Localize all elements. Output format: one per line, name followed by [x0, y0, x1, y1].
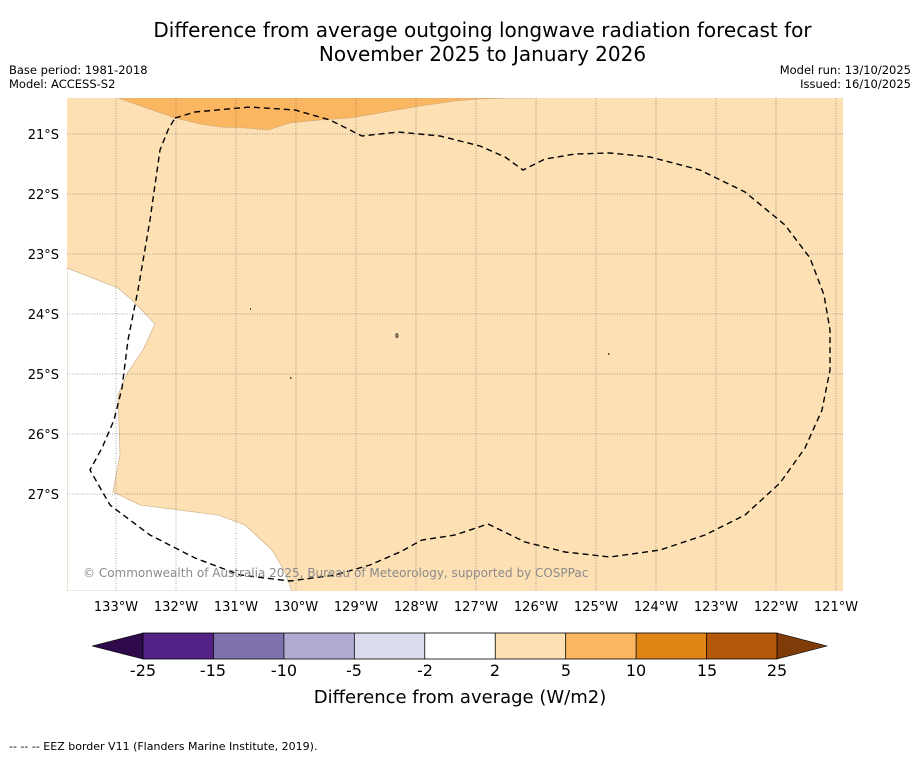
- model-name: Model: ACCESS-S2: [9, 77, 116, 91]
- colorbar-tick-label: -25: [130, 661, 156, 680]
- colorbar-segment: [706, 633, 778, 659]
- colorbar-segments: [143, 633, 778, 659]
- lat-label: 22°S: [28, 188, 59, 203]
- meta-right: Model run: 13/10/2025 Issued: 16/10/2025: [780, 63, 911, 91]
- lon-label: 121°W: [814, 600, 858, 615]
- lon-label: 123°W: [694, 600, 738, 615]
- colorbar-segment: [565, 633, 637, 659]
- lat-label: 26°S: [28, 428, 59, 443]
- colorbar-tick-label: -2: [417, 661, 433, 680]
- colorbar-tick-label: 25: [767, 661, 787, 680]
- colorbar-tick-label: -15: [200, 661, 226, 680]
- lon-label: 129°W: [334, 600, 378, 615]
- colorbar-title: Difference from average (W/m2): [314, 687, 606, 708]
- colorbar-tick-label: -5: [346, 661, 362, 680]
- eez-border: [89, 106, 831, 582]
- colorbar-tick-label: 15: [697, 661, 717, 680]
- lon-label: 126°W: [514, 600, 558, 615]
- colorbar-under-arrow: [91, 632, 144, 660]
- island-mark: [395, 333, 399, 338]
- colorbar: -25 -15 -10 -5 -2 2 5 10 15 25 Differenc…: [91, 632, 829, 708]
- issued-date: Issued: 16/10/2025: [800, 77, 911, 91]
- lon-label: 132°W: [154, 600, 198, 615]
- lon-label: 125°W: [574, 600, 618, 615]
- anomaly-field-2-to-5: [67, 98, 843, 591]
- lon-label: 124°W: [634, 600, 678, 615]
- colorbar-tick-label: 10: [626, 661, 646, 680]
- copyright-text: © Commonwealth of Australia 2025, Bureau…: [83, 566, 588, 580]
- lon-label: 127°W: [454, 600, 498, 615]
- title-line-1: Difference from average outgoing longwav…: [153, 18, 812, 42]
- anomaly-field-5-to-10: [117, 98, 536, 131]
- lon-label: 131°W: [214, 600, 258, 615]
- colorbar-tick-labels: -25 -15 -10 -5 -2 2 5 10 15 25: [130, 661, 787, 680]
- colorbar-over-arrow: [776, 632, 829, 660]
- colorbar-tick-label: 5: [561, 661, 571, 680]
- colorbar-segment: [143, 633, 214, 659]
- gridlines: [67, 98, 843, 591]
- chart-title: Difference from average outgoing longwav…: [0, 18, 919, 66]
- lon-label: 133°W: [94, 600, 138, 615]
- lon-label: 122°W: [754, 600, 798, 615]
- colorbar-segment: [283, 633, 355, 659]
- map-plot-area: © Commonwealth of Australia 2025, Bureau…: [67, 98, 843, 591]
- latitude-labels: 21°S 22°S 23°S 24°S 25°S 26°S 27°S: [28, 128, 59, 503]
- base-period: Base period: 1981-2018: [9, 63, 148, 77]
- lon-label: 128°W: [394, 600, 438, 615]
- colorbar-segment: [354, 633, 426, 659]
- colorbar-tick-label: 2: [490, 661, 500, 680]
- title-line-2: November 2025 to January 2026: [318, 42, 647, 66]
- colorbar-tick-label: -10: [271, 661, 297, 680]
- lon-label: 130°W: [274, 600, 318, 615]
- colorbar-segment: [495, 633, 567, 659]
- colorbar-segment: [213, 633, 285, 659]
- meta-left: Base period: 1981-2018 Model: ACCESS-S2: [9, 63, 148, 91]
- eez-legend: -- -- -- EEZ border V11 (Flanders Marine…: [9, 740, 318, 753]
- lat-label: 21°S: [28, 128, 59, 143]
- lat-label: 24°S: [28, 308, 59, 323]
- anomaly-field-neutral: [67, 267, 293, 591]
- lat-label: 23°S: [28, 248, 59, 263]
- colorbar-segment: [636, 633, 708, 659]
- colorbar-segment: [424, 633, 496, 659]
- colorbar-frame: [142, 632, 778, 660]
- lat-label: 27°S: [28, 488, 59, 503]
- lat-label: 25°S: [28, 368, 59, 383]
- longitude-labels: 133°W 132°W 131°W 130°W 129°W 128°W 127°…: [94, 600, 858, 615]
- model-run: Model run: 13/10/2025: [779, 63, 911, 77]
